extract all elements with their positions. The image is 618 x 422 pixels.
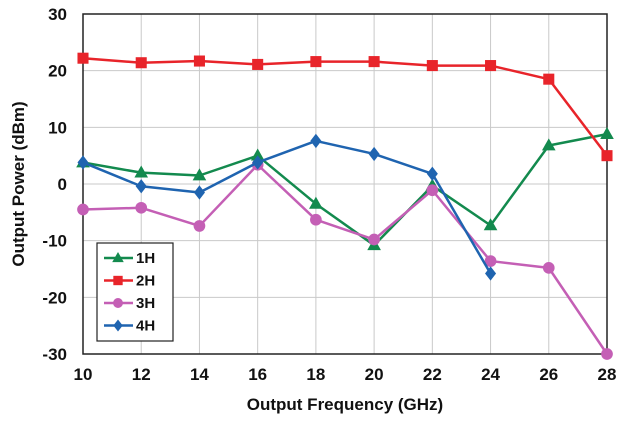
series-2h xyxy=(77,53,612,162)
legend: 1H 2H 3H 4H xyxy=(97,243,173,341)
legend-label: 2H xyxy=(136,273,155,290)
legend-label: 3H xyxy=(136,295,155,312)
data-point-4h xyxy=(369,147,380,161)
data-point-3h xyxy=(543,262,555,274)
y-tick-label: -10 xyxy=(42,232,67,251)
y-tick-label: -30 xyxy=(42,345,67,364)
x-tick-label: 16 xyxy=(248,365,267,384)
series-line-2h xyxy=(83,58,607,155)
data-point-2h xyxy=(252,59,263,70)
y-tick-label: 30 xyxy=(48,5,67,24)
y-tick-label: 0 xyxy=(58,175,67,194)
x-tick-label: 22 xyxy=(423,365,442,384)
legend-label: 4H xyxy=(136,318,155,335)
data-point-2h xyxy=(310,56,321,67)
y-tick-label: 20 xyxy=(48,62,67,81)
x-tick-label: 28 xyxy=(598,365,617,384)
y-tick-label: -20 xyxy=(42,288,67,307)
legend-marker-3h xyxy=(113,298,123,308)
data-point-2h xyxy=(485,60,496,71)
data-point-2h xyxy=(427,60,438,71)
x-tick-label: 18 xyxy=(306,365,325,384)
x-tick-label: 24 xyxy=(481,365,500,384)
data-point-4h xyxy=(194,185,205,199)
data-point-2h xyxy=(77,53,88,64)
data-point-2h xyxy=(369,56,380,67)
x-axis-title: Output Frequency (GHz) xyxy=(247,395,443,414)
x-tick-label: 14 xyxy=(190,365,209,384)
y-tick-label: 10 xyxy=(48,118,67,137)
data-point-3h xyxy=(194,220,206,232)
data-point-3h xyxy=(77,204,89,216)
data-point-4h xyxy=(136,179,147,193)
data-point-3h xyxy=(368,234,380,246)
data-point-1h xyxy=(600,127,614,139)
data-point-2h xyxy=(601,150,612,161)
x-tick-label: 10 xyxy=(74,365,93,384)
x-tick-label: 20 xyxy=(365,365,384,384)
data-point-4h xyxy=(310,134,321,148)
x-tick-label: 26 xyxy=(539,365,558,384)
data-point-3h xyxy=(601,348,613,360)
data-point-3h xyxy=(135,202,147,214)
data-point-2h xyxy=(543,74,554,85)
x-tick-label: 12 xyxy=(132,365,151,384)
data-point-2h xyxy=(194,56,205,67)
data-point-4h xyxy=(77,155,88,169)
data-point-3h xyxy=(426,184,438,196)
data-point-3h xyxy=(310,214,322,226)
legend-label: 1H xyxy=(136,250,155,267)
y-axis-title: Output Power (dBm) xyxy=(9,101,28,266)
legend-marker-2h xyxy=(113,276,122,285)
data-point-2h xyxy=(136,57,147,68)
